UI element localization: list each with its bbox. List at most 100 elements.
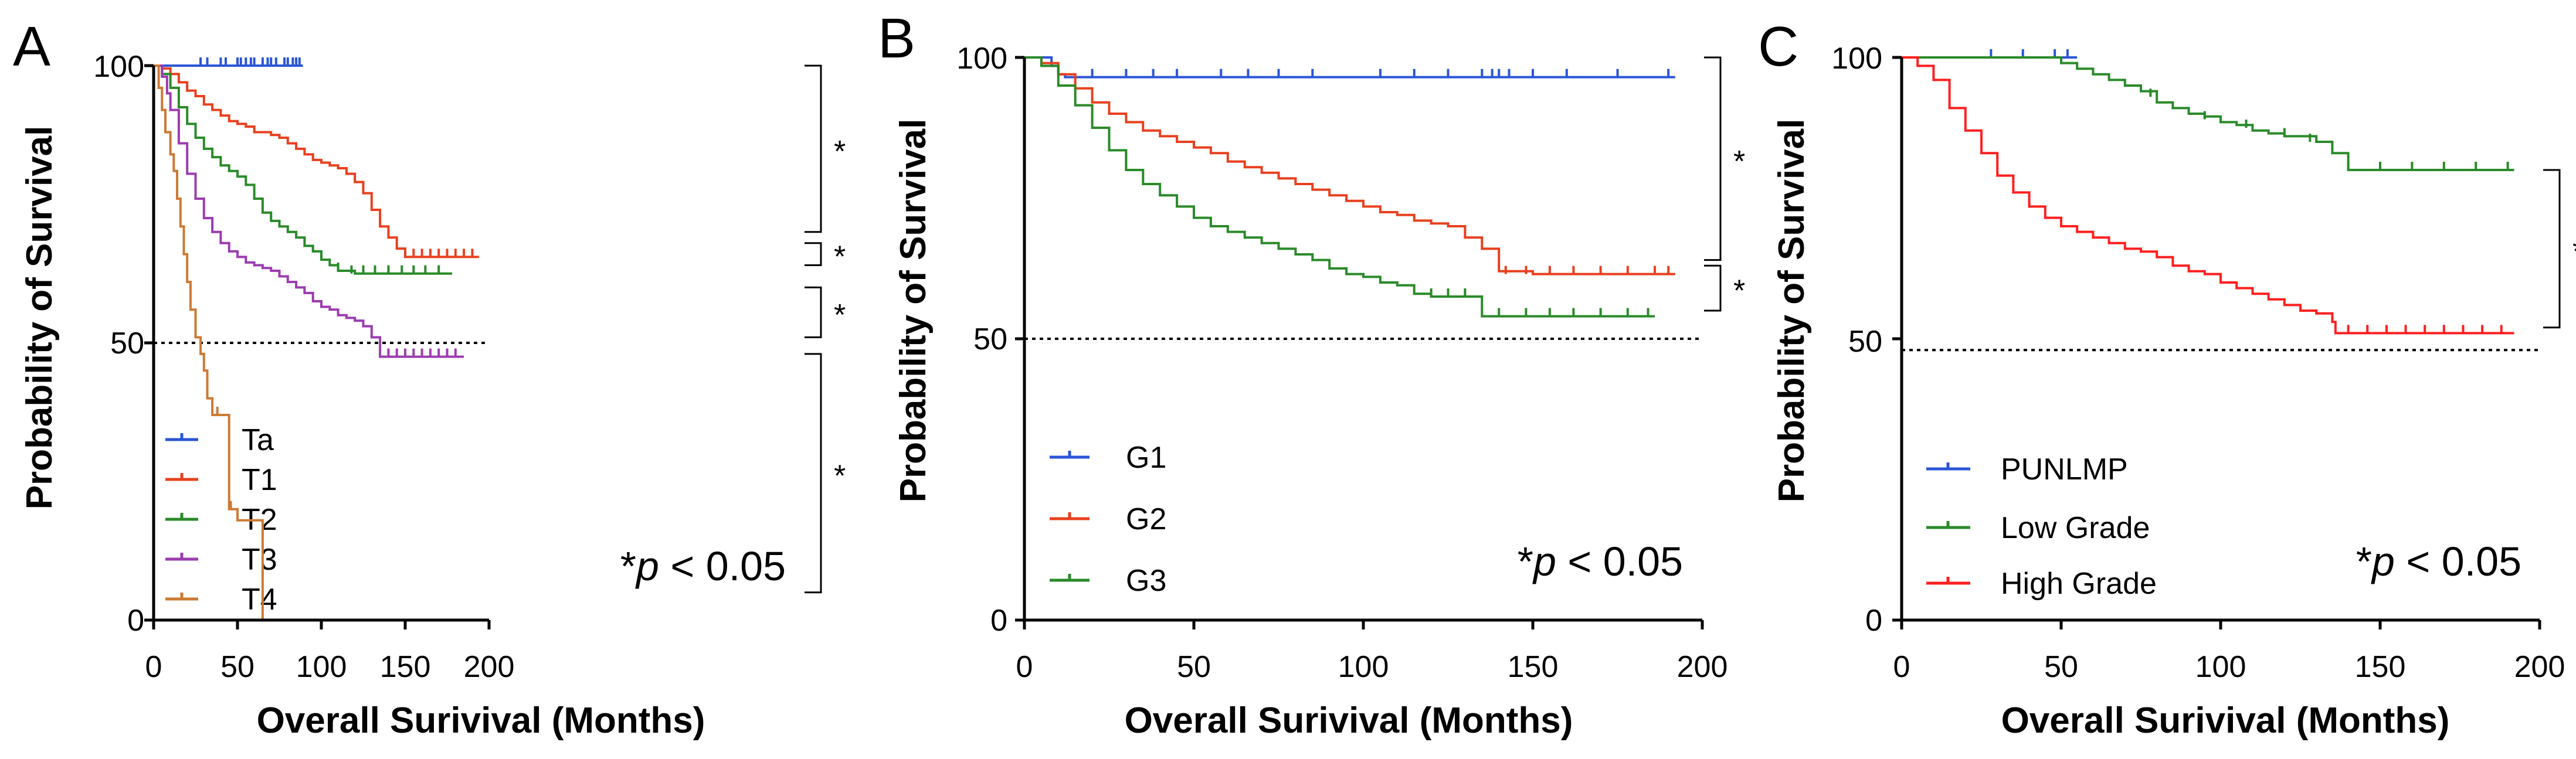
y-tick-label: 100 (93, 50, 144, 84)
legend-label: T3 (242, 543, 277, 577)
y-tick-label: 0 (1865, 604, 1882, 638)
p-value-note-a: *p < 0.05 (620, 543, 786, 589)
p-note-p: p (635, 543, 659, 589)
legend-item-t1: T1 (165, 463, 277, 497)
p-note-star: * (1518, 539, 1533, 584)
x-tick-label: 200 (2514, 650, 2565, 684)
p-note-star: * (620, 543, 636, 589)
significance-star: * (2572, 234, 2576, 268)
series-line-high-grade (1902, 56, 2514, 335)
significance-star: * (834, 298, 846, 332)
y-axis-title-b: Probability of Survival (893, 119, 934, 503)
series-line-g3 (1024, 56, 1655, 318)
x-tick-label: 100 (1338, 650, 1389, 684)
panel-b: B Probability of Survival Overall Surivi… (878, 7, 1745, 741)
legend-item-low-grade: Low Grade (1926, 511, 2150, 545)
x-tick-label: 100 (296, 650, 347, 684)
x-tick-label: 200 (464, 650, 515, 684)
legend-item-g2: G2 (1050, 502, 1166, 536)
significance-star: * (834, 240, 846, 274)
legend-label: High Grade (2001, 567, 2157, 601)
x-tick-label: 150 (380, 650, 431, 684)
x-tick-label: 100 (2195, 650, 2246, 684)
plot-area-b: ** (1015, 56, 1745, 629)
plot-area-c: * (1892, 49, 2576, 629)
x-tick-label: 150 (2355, 650, 2406, 684)
p-note-p: p (1532, 539, 1556, 584)
panel-letter-b: B (878, 7, 915, 70)
legend-label: G3 (1126, 564, 1166, 598)
x-tick-label: 0 (1016, 650, 1033, 684)
legend-item-t3: T3 (165, 543, 277, 577)
y-tick-label: 50 (1848, 325, 1882, 359)
legend-item-g3: G3 (1050, 564, 1166, 598)
significance-bracket (2543, 169, 2561, 329)
significance-bracket (805, 286, 822, 339)
y-tick-label: 50 (973, 322, 1007, 356)
x-tick-labels-c: 0 50 100 150 200 (1893, 650, 2565, 684)
x-axis-title-a: Overall Surivival (Months) (257, 700, 705, 741)
x-tick-label: 150 (1508, 650, 1559, 684)
significance-star: * (834, 459, 846, 493)
legend-item-t4: T4 (165, 583, 277, 617)
panel-letter-c: C (1758, 15, 1798, 78)
legend-c: PUNLMP Low Grade High Grade (1926, 452, 2157, 601)
y-axis-title-c: Probability of Survival (1771, 119, 1812, 503)
legend-item-g1: G1 (1050, 441, 1166, 475)
series-line-t3 (154, 64, 464, 358)
y-axis-title-a: Probability of Survival (19, 126, 60, 510)
significance-star: * (1733, 274, 1745, 308)
significance-bracket (805, 353, 822, 594)
p-value-note-c: *p < 0.05 (2356, 539, 2521, 584)
legend-item-ta: Ta (165, 423, 274, 457)
y-tick-label: 100 (956, 42, 1007, 76)
p-note-rest: < 0.05 (1556, 539, 1683, 584)
x-tick-label: 50 (220, 650, 254, 684)
legend-label: T4 (242, 583, 277, 617)
legend-label: Low Grade (2001, 511, 2150, 545)
legend-label: PUNLMP (2001, 452, 2128, 486)
x-tick-labels-a: 0 50 100 150 200 (145, 650, 515, 684)
panel-c: C Probability of Survival Overall Surivi… (1758, 15, 2576, 741)
legend-b: G1 G2 G3 (1050, 441, 1166, 598)
legend-label: Ta (242, 423, 274, 457)
x-tick-label: 0 (1893, 650, 1910, 684)
p-note-rest: < 0.05 (659, 543, 786, 589)
legend-label: G1 (1126, 441, 1166, 475)
significance-bracket (805, 64, 822, 233)
legend-label: G2 (1126, 502, 1166, 536)
p-note-p: p (2371, 539, 2395, 584)
panel-letter-a: A (13, 15, 50, 78)
significance-bracket (805, 242, 822, 267)
x-tick-label: 50 (2044, 650, 2078, 684)
x-tick-label: 50 (1177, 650, 1211, 684)
plot-area-a: * * * * (144, 57, 846, 629)
p-note-star: * (2356, 539, 2372, 584)
y-tick-label: 0 (127, 604, 144, 638)
series-line-t1 (154, 64, 479, 258)
significance-bracket (1704, 264, 1722, 312)
panel-a: A Probability of Survival Overall Surivi… (13, 15, 846, 741)
y-tick-label: 0 (990, 604, 1007, 638)
y-tick-label: 100 (1831, 42, 1882, 76)
x-axis-title-b: Overall Surivival (Months) (1125, 700, 1573, 741)
p-note-rest: < 0.05 (2395, 539, 2521, 584)
x-tick-label: 0 (145, 650, 162, 684)
x-tick-labels-b: 0 50 100 150 200 (1016, 650, 1728, 684)
y-tick-labels-c: 0 50 100 (1831, 42, 1882, 638)
significance-star: * (834, 135, 846, 169)
significance-bracket (1704, 56, 1722, 261)
p-value-note-b: *p < 0.05 (1518, 539, 1683, 584)
y-tick-labels-a: 0 50 100 (93, 50, 144, 638)
series-line-g1 (1024, 56, 1675, 79)
y-tick-label: 50 (110, 326, 144, 360)
series-line-g2 (1024, 56, 1675, 275)
significance-star: * (1733, 145, 1745, 179)
legend-label: T1 (242, 463, 277, 497)
x-tick-label: 200 (1677, 650, 1728, 684)
x-axis-title-c: Overall Surivival (Months) (2001, 700, 2450, 741)
y-tick-labels-b: 0 50 100 (956, 42, 1007, 638)
legend-item-punlmp: PUNLMP (1926, 452, 2128, 486)
legend-item-high-grade: High Grade (1926, 567, 2157, 601)
